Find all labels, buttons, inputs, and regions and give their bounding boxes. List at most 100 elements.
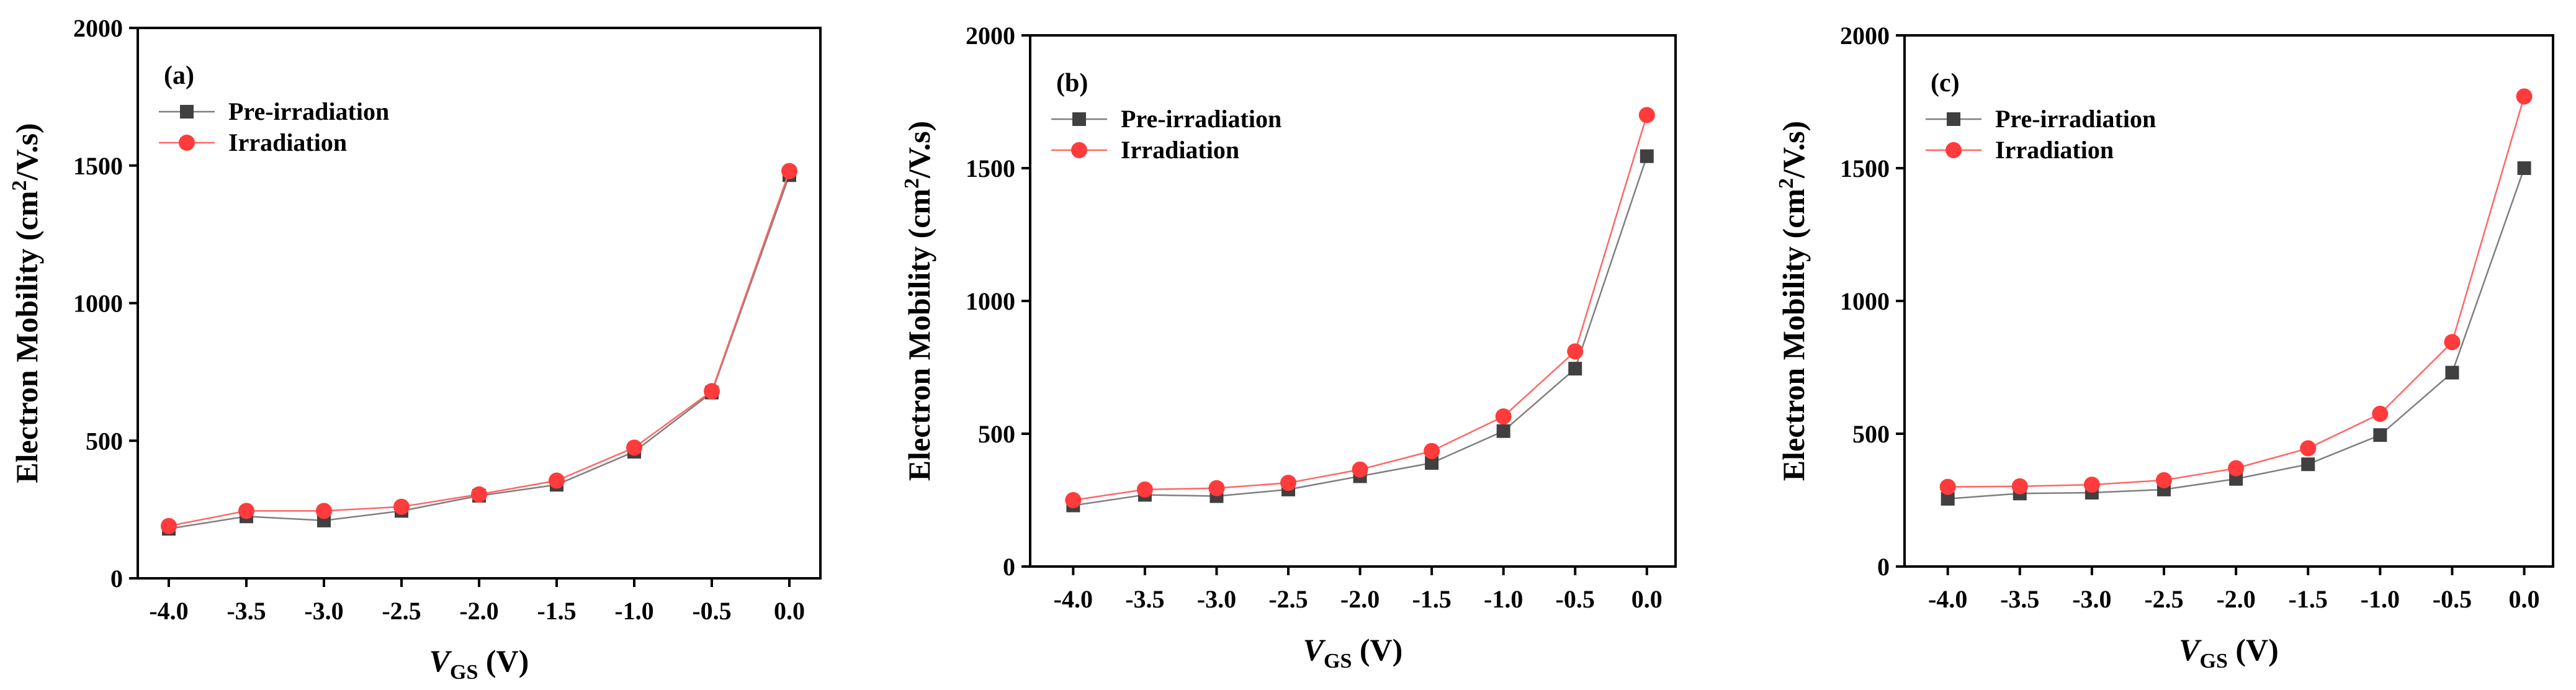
- data-point-irradiation: [2300, 440, 2317, 457]
- x-tick-label: -1.0: [614, 597, 653, 625]
- x-axis-label-main: V: [1303, 632, 1326, 667]
- x-tick-label: -3.0: [2072, 585, 2111, 613]
- y-tick-label: 1500: [966, 155, 1015, 182]
- y-axis-label-unit: /V.s): [902, 121, 936, 179]
- x-tick-label: -2.5: [2144, 585, 2183, 613]
- y-tick-label: 2000: [966, 22, 1015, 50]
- data-point-pre-irradiation: [1425, 456, 1439, 470]
- legend-marker-pre-irradiation: [1072, 112, 1086, 126]
- panel-label: (b): [1056, 69, 1088, 97]
- legend: Pre-irradiation Irradiation: [159, 97, 389, 156]
- legend-marker-pre-irradiation: [1947, 112, 1960, 126]
- legend-label-irradiation: Irradiation: [1995, 136, 2114, 164]
- data-point-irradiation: [238, 503, 254, 519]
- panel-label: (a): [164, 61, 194, 90]
- x-tick-label: -2.5: [382, 597, 421, 625]
- data-point-irradiation: [626, 439, 642, 456]
- data-point-pre-irradiation: [2373, 428, 2387, 442]
- legend: Pre-irradiation Irradiation: [1926, 105, 2156, 164]
- y-tick-label: 500: [1852, 420, 1890, 448]
- data-point-pre-irradiation: [2301, 457, 2315, 472]
- data-point-irradiation: [1352, 461, 1368, 478]
- x-tick-label: -3.5: [227, 597, 266, 625]
- y-tick-label: 500: [86, 427, 123, 455]
- x-axis-label-unit: (V): [2228, 632, 2279, 667]
- data-point-pre-irradiation: [1496, 424, 1510, 438]
- data-point-irradiation: [471, 486, 487, 503]
- y-tick-label: 0: [110, 565, 123, 593]
- x-tick-label: -2.0: [2216, 585, 2255, 613]
- data-point-irradiation: [1208, 480, 1225, 496]
- x-axis-label-main: V: [429, 643, 452, 678]
- x-axis-label: VGS (V): [2179, 632, 2279, 673]
- data-point-irradiation: [2372, 405, 2389, 422]
- data-point-irradiation: [781, 163, 797, 179]
- x-tick-label: -1.0: [1484, 585, 1523, 613]
- x-axis-label-unit: (V): [1352, 632, 1402, 667]
- x-tick-label: -4.0: [149, 597, 188, 625]
- data-point-irradiation: [1280, 475, 1296, 491]
- x-tick-label: -2.0: [1340, 585, 1380, 613]
- x-tick-label: -3.5: [2000, 585, 2039, 613]
- data-point-irradiation: [704, 383, 720, 400]
- y-tick-label: 1500: [1840, 155, 1890, 182]
- legend-label-pre-irradiation: Pre-irradiation: [1121, 105, 1281, 133]
- x-tick-label: -3.5: [1125, 585, 1164, 613]
- legend-label-pre-irradiation: Pre-irradiation: [228, 97, 389, 125]
- data-point-irradiation: [2083, 477, 2100, 493]
- data-point-irradiation: [1065, 492, 1082, 508]
- panel-label: (c): [1931, 69, 1960, 97]
- x-tick-label: -2.0: [459, 597, 498, 625]
- data-point-irradiation: [1567, 343, 1584, 360]
- legend-label-pre-irradiation: Pre-irradiation: [1995, 105, 2156, 133]
- data-point-irradiation: [549, 472, 565, 489]
- data-point-irradiation: [1495, 408, 1512, 425]
- y-axis-label-superscript: 2: [8, 180, 31, 190]
- x-tick-label: 0.0: [774, 597, 805, 625]
- data-point-irradiation: [2228, 460, 2245, 477]
- legend-label-irradiation: Irradiation: [1121, 136, 1239, 164]
- x-tick-label: -1.0: [2361, 585, 2400, 613]
- legend-marker-pre-irradiation: [180, 105, 194, 119]
- data-point-pre-irradiation: [2517, 161, 2531, 175]
- data-point-irradiation: [1939, 478, 1956, 495]
- y-tick-label: 1000: [1840, 287, 1890, 315]
- y-tick-label: 0: [1003, 553, 1015, 581]
- y-axis-label-superscript: 2: [1775, 178, 1798, 189]
- data-point-irradiation: [2516, 88, 2533, 105]
- x-tick-label: -0.5: [2433, 585, 2472, 613]
- legend: Pre-irradiation Irradiation: [1051, 105, 1281, 164]
- data-point-irradiation: [161, 518, 177, 534]
- data-point-irradiation: [2156, 472, 2172, 488]
- x-tick-label: -1.5: [1412, 585, 1451, 613]
- y-axis-label-main: Electron Mobility (cm: [9, 190, 44, 483]
- x-tick-label: -0.5: [1556, 585, 1595, 613]
- x-tick-label: -3.0: [1197, 585, 1236, 613]
- x-tick-label: -1.5: [2289, 585, 2328, 613]
- y-tick-label: 1500: [73, 152, 123, 180]
- x-axis-label-unit: (V): [478, 643, 529, 678]
- y-axis-label-superscript: 2: [900, 178, 923, 189]
- legend-marker-irradiation: [1945, 142, 1962, 158]
- x-axis-label: VGS (V): [1303, 632, 1403, 673]
- legend-label-irradiation: Irradiation: [228, 128, 347, 156]
- x-axis-label-subscript: GS: [1324, 650, 1352, 673]
- x-axis-label-subscript: GS: [2200, 650, 2228, 673]
- y-axis-label-main: Electron Mobility (cm: [1776, 189, 1811, 481]
- data-point-irradiation: [2444, 334, 2461, 351]
- data-point-irradiation: [2011, 478, 2028, 495]
- data-point-irradiation: [393, 498, 410, 515]
- data-point-pre-irradiation: [1640, 149, 1654, 163]
- data-point-pre-irradiation: [2445, 365, 2459, 380]
- y-tick-label: 1000: [73, 290, 123, 318]
- x-tick-label: -3.0: [304, 597, 343, 625]
- y-tick-label: 2000: [73, 14, 123, 42]
- x-tick-label: 0.0: [1631, 585, 1663, 613]
- y-tick-label: 1000: [966, 287, 1015, 315]
- data-point-irradiation: [1638, 107, 1655, 123]
- y-axis-label-main: Electron Mobility (cm: [902, 189, 936, 481]
- y-axis-label: Electron Mobility (cm2/V.s): [1775, 121, 1811, 481]
- y-tick-label: 2000: [1840, 22, 1890, 50]
- data-point-irradiation: [1136, 481, 1153, 498]
